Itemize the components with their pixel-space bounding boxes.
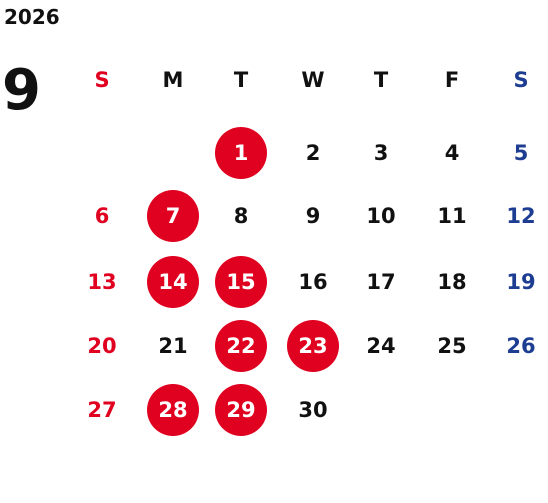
day-21[interactable]: 21 — [158, 334, 188, 358]
weekday-friday: F — [444, 68, 460, 92]
day-4[interactable]: 4 — [444, 141, 460, 165]
day-26[interactable]: 26 — [506, 334, 536, 358]
day-14[interactable]: 14 — [147, 256, 199, 308]
day-29[interactable]: 29 — [215, 384, 267, 436]
day-2[interactable]: 2 — [305, 141, 321, 165]
day-25[interactable]: 25 — [437, 334, 467, 358]
day-27[interactable]: 27 — [87, 398, 117, 422]
year-label: 2026 — [4, 5, 60, 29]
day-6[interactable]: 6 — [94, 204, 110, 228]
weekday-sunday: S — [94, 68, 110, 92]
weekday-tuesday: T — [233, 68, 249, 92]
day-11[interactable]: 11 — [437, 204, 467, 228]
day-23[interactable]: 23 — [287, 320, 339, 372]
day-24[interactable]: 24 — [366, 334, 396, 358]
day-16[interactable]: 16 — [298, 270, 328, 294]
day-30[interactable]: 30 — [298, 398, 328, 422]
day-7[interactable]: 7 — [147, 190, 199, 242]
day-17[interactable]: 17 — [366, 270, 396, 294]
weekday-saturday: S — [513, 68, 529, 92]
day-1[interactable]: 1 — [215, 127, 267, 179]
day-13[interactable]: 13 — [87, 270, 117, 294]
day-15[interactable]: 15 — [215, 256, 267, 308]
weekday-wednesday: W — [301, 68, 325, 92]
weekday-thursday: T — [373, 68, 389, 92]
day-10[interactable]: 10 — [366, 204, 396, 228]
month-number: 9 — [2, 58, 41, 123]
day-12[interactable]: 12 — [506, 204, 536, 228]
weekday-monday: M — [162, 68, 184, 92]
day-18[interactable]: 18 — [437, 270, 467, 294]
day-5[interactable]: 5 — [513, 141, 529, 165]
day-22[interactable]: 22 — [215, 320, 267, 372]
day-9[interactable]: 9 — [305, 204, 321, 228]
day-28[interactable]: 28 — [147, 384, 199, 436]
day-20[interactable]: 20 — [87, 334, 117, 358]
day-8[interactable]: 8 — [233, 204, 249, 228]
day-3[interactable]: 3 — [373, 141, 389, 165]
day-19[interactable]: 19 — [506, 270, 536, 294]
